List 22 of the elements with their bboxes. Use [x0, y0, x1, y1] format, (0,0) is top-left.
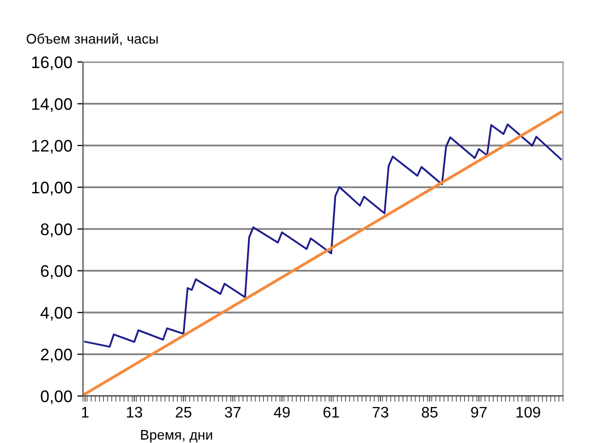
y-tick-label: 2,00	[40, 348, 72, 362]
y-tick-label: 10,00	[32, 182, 72, 196]
x-tick-label: 25	[176, 406, 192, 418]
x-tick-label: 49	[274, 406, 290, 418]
y-tick-label: 0,00	[40, 390, 72, 404]
y-tick-label: 16,00	[32, 56, 72, 70]
x-axis-title: Время, дни	[141, 430, 212, 442]
x-tick-label: 13	[126, 406, 142, 418]
y-tick-label: 8,00	[40, 223, 72, 238]
x-tick-label: 85	[422, 406, 438, 418]
x-tick-label: 37	[224, 406, 240, 418]
y-tick-label: 4,00	[40, 306, 72, 321]
y-tick-label: 14,00	[32, 98, 72, 112]
y-tick-label: 6,00	[40, 265, 72, 279]
x-tick-label: 61	[323, 406, 339, 418]
x-tick-label: 1	[82, 406, 89, 418]
x-tick-label: 73	[372, 406, 388, 418]
line-series	[84, 124, 562, 348]
y-tick-label: 12,00	[32, 140, 72, 154]
x-tick-label: 109	[516, 406, 540, 418]
x-tick-label: 97	[471, 406, 487, 418]
y-axis-title: Объем знаний, часы	[26, 33, 158, 46]
